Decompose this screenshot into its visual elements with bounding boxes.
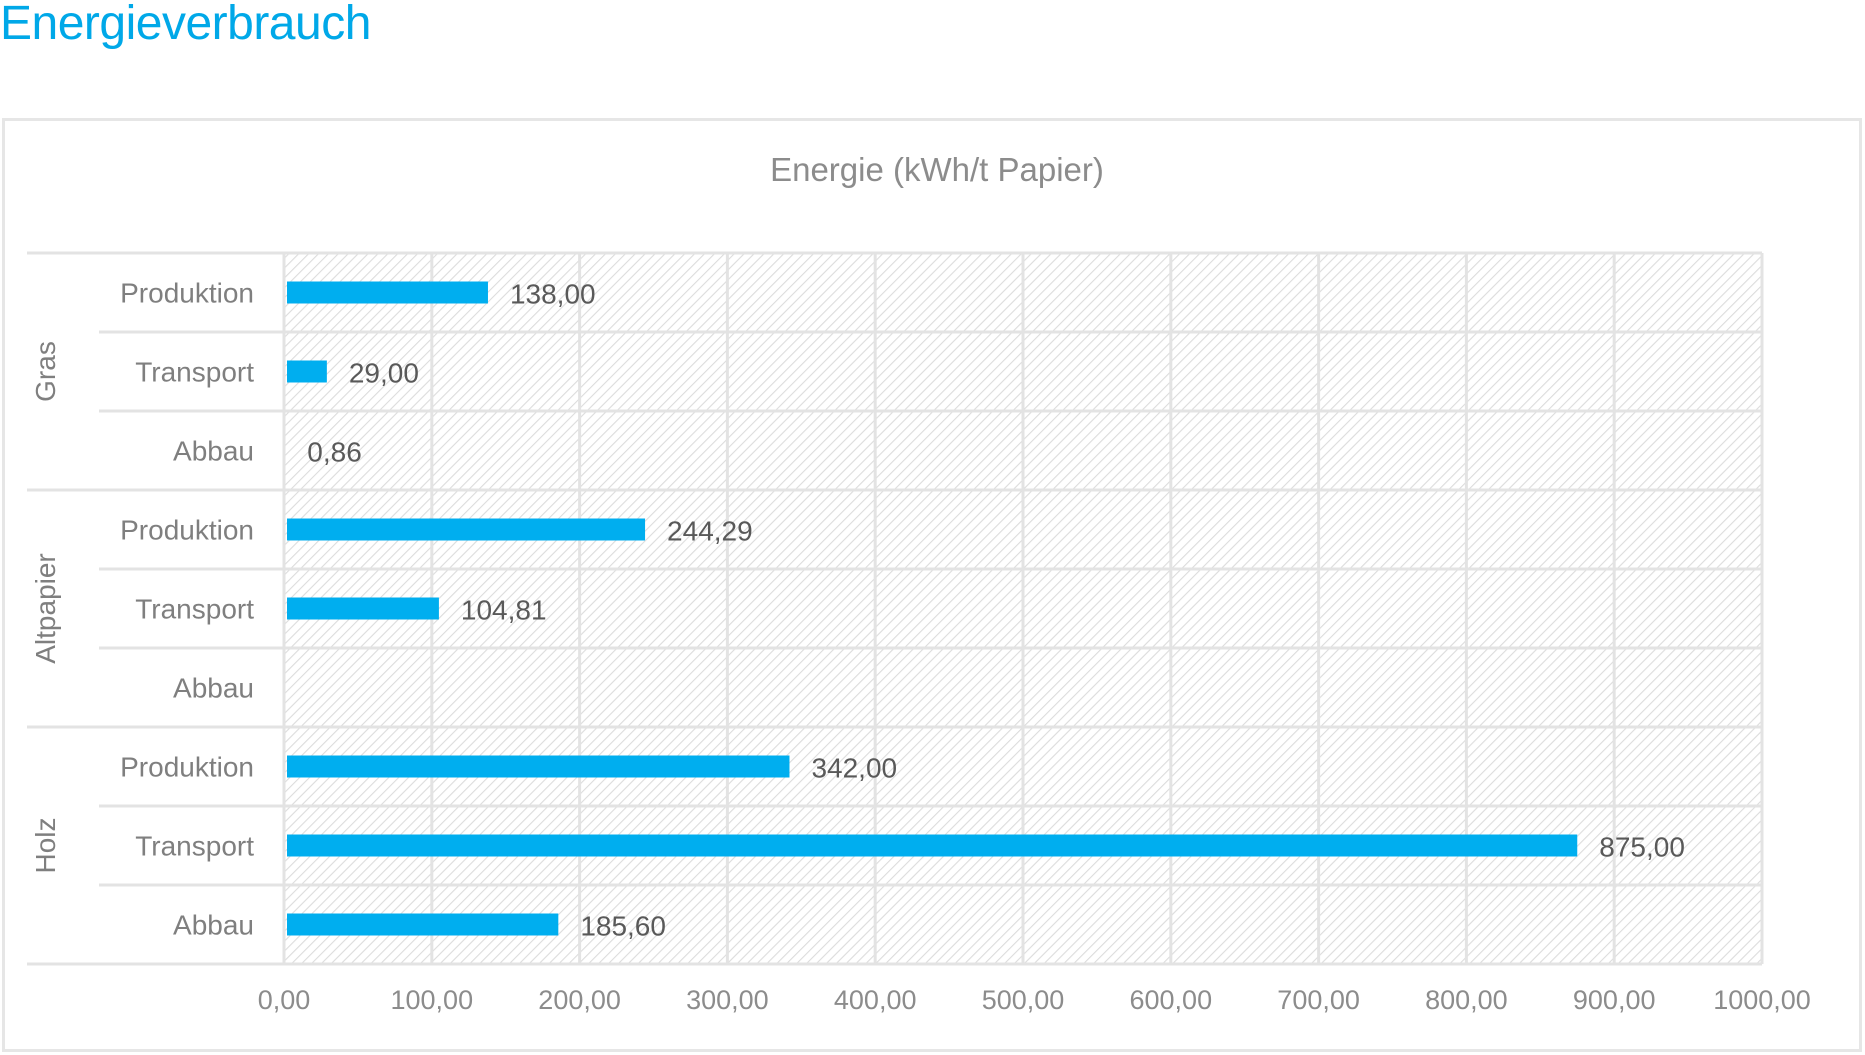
- page-heading: Energieverbrauch: [0, 0, 371, 50]
- group-label-holz: Holz: [30, 817, 61, 873]
- data-label: 0,86: [307, 437, 362, 468]
- x-tick-label: 200,00: [538, 985, 621, 1015]
- category-label: Transport: [135, 594, 254, 625]
- bar-holz-transport: [287, 834, 1578, 857]
- data-label: 244,29: [667, 516, 753, 547]
- category-label: Transport: [135, 357, 254, 388]
- bar-chart: 0,00 100,00 200,00 300,00 400,00 500,00 600,00…: [27, 151, 1811, 1015]
- x-tick-label: 400,00: [834, 985, 917, 1015]
- group-label-altpapier: Altpapier: [30, 553, 61, 664]
- category-label: Abbau: [173, 673, 254, 704]
- data-label: 138,00: [510, 279, 596, 310]
- category-label: Produktion: [120, 515, 254, 546]
- data-label: 875,00: [1599, 832, 1685, 863]
- bar-altpapier-transport: [287, 597, 439, 620]
- group-label-gras: Gras: [30, 341, 61, 402]
- data-label: 104,81: [461, 595, 547, 626]
- x-tick-label: 800,00: [1425, 985, 1508, 1015]
- x-tick-label: 900,00: [1573, 985, 1656, 1015]
- category-label: Produktion: [120, 752, 254, 783]
- x-tick-label: 100,00: [391, 985, 474, 1015]
- x-tick-label: 1000,00: [1713, 985, 1811, 1015]
- category-label: Transport: [135, 831, 254, 862]
- data-label: 342,00: [811, 753, 897, 784]
- bar-altpapier-produktion: [287, 518, 646, 541]
- bar-holz-produktion: [287, 755, 790, 778]
- bar-gras-produktion: [287, 281, 488, 304]
- category-label: Produktion: [120, 278, 254, 309]
- x-tick-label: 600,00: [1130, 985, 1213, 1015]
- bar-holz-abbau: [287, 913, 559, 936]
- x-tick-label: 300,00: [686, 985, 769, 1015]
- x-tick-label: 0,00: [258, 985, 311, 1015]
- bar-gras-transport: [287, 360, 327, 383]
- chart-title: Energie (kWh/t Papier): [770, 151, 1104, 188]
- category-label: Abbau: [173, 436, 254, 467]
- category-label: Abbau: [173, 910, 254, 941]
- data-label: 29,00: [349, 358, 419, 389]
- chart-frame: 0,00 100,00 200,00 300,00 400,00 500,00 600,00…: [2, 118, 1862, 1052]
- x-tick-label: 700,00: [1277, 985, 1360, 1015]
- x-tick-label: 500,00: [982, 985, 1065, 1015]
- data-label: 185,60: [580, 911, 666, 942]
